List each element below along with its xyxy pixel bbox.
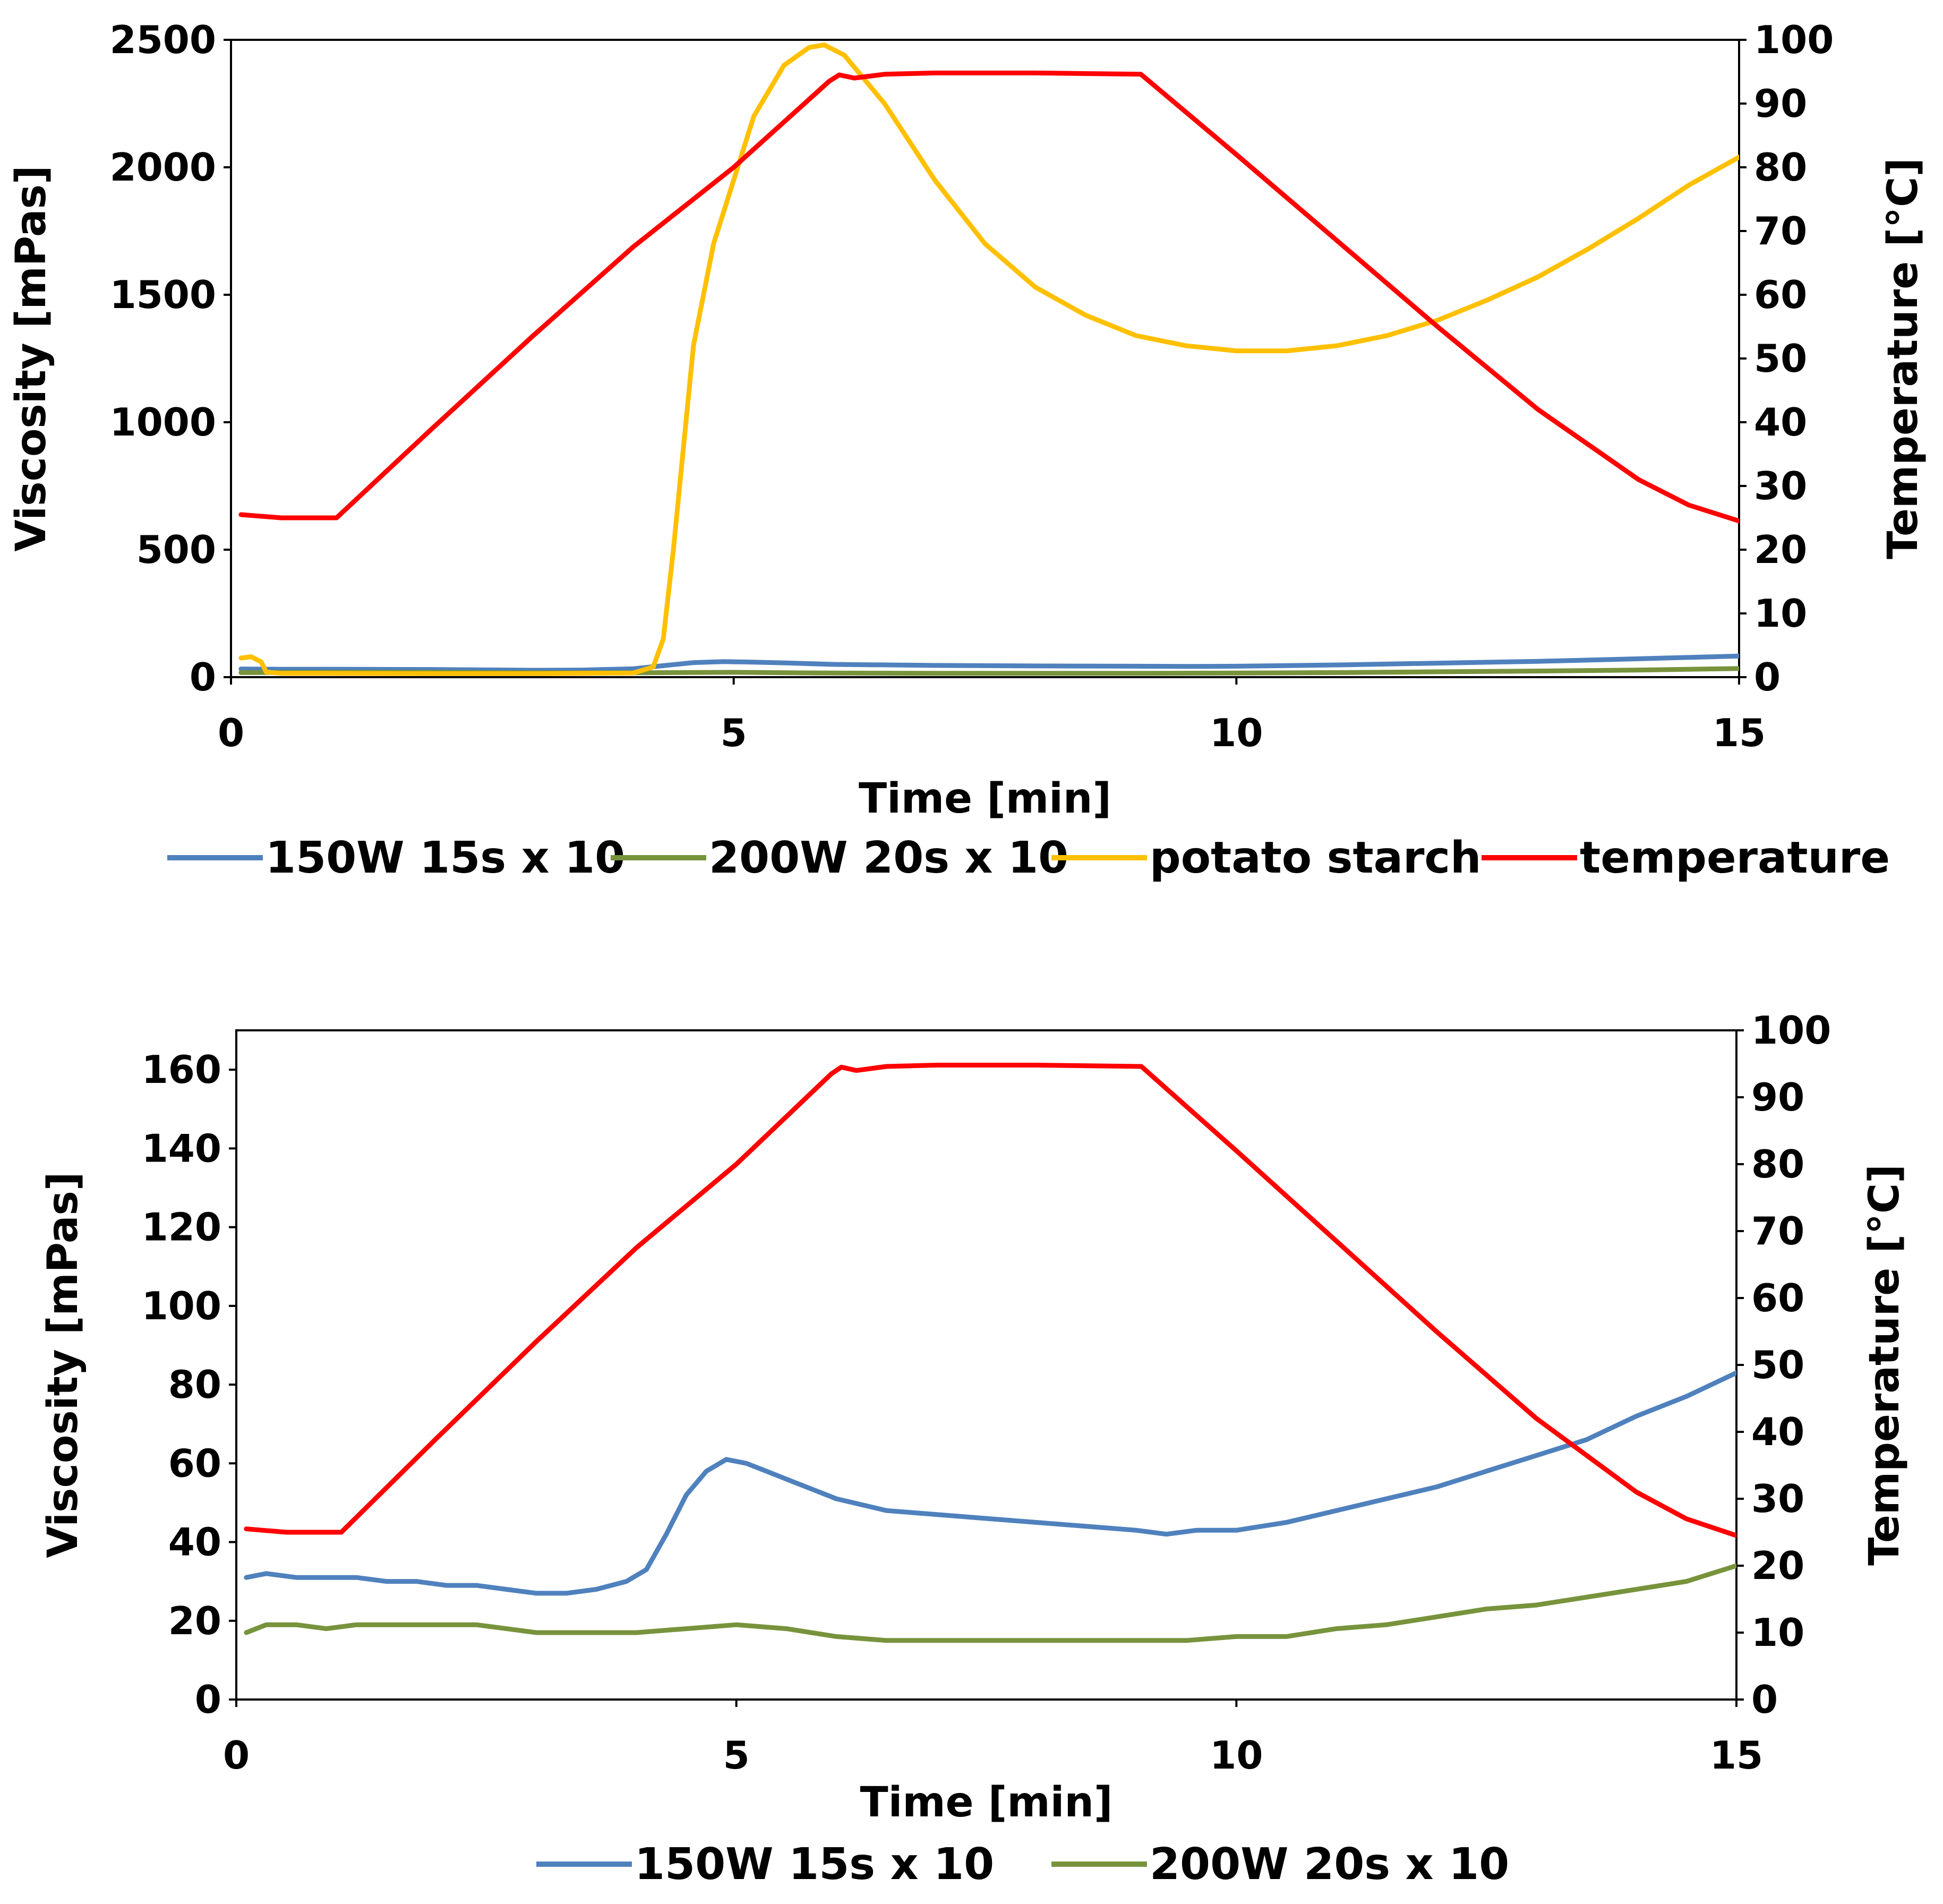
y2-tick-label: 30 — [1754, 464, 1807, 508]
series-line-200w-20s-x-10 — [244, 1563, 1736, 1643]
y2-tick-label: 40 — [1754, 400, 1807, 445]
x-tick-label: 5 — [721, 711, 747, 755]
chart-panel-top: 0 5 10 15 0 500 1000 1500 2000 2500 0 10 20 30 40 50 60 7… — [7, 18, 1927, 883]
y2-tick-label: 20 — [1754, 527, 1807, 572]
x-axis-title: Time [min] — [860, 1779, 1112, 1826]
y2-axis-title: Temperature [°C] — [1861, 1164, 1908, 1566]
y2-tick-label: 30 — [1751, 1476, 1804, 1521]
y-tick-label: 2500 — [110, 18, 216, 62]
y2-tick-label: 70 — [1754, 209, 1807, 253]
x-tick-label: 10 — [1210, 1733, 1263, 1778]
x-tick-label: 5 — [723, 1733, 750, 1778]
series-line-150w-15s-x-10 — [244, 1370, 1736, 1596]
series-group — [238, 42, 1739, 676]
plot-area-frame — [230, 39, 1740, 678]
y-tick-label: 40 — [168, 1520, 221, 1565]
y2-tick-label: 80 — [1754, 145, 1807, 190]
y2-tick-label: 60 — [1751, 1276, 1804, 1320]
y-tick-label: 60 — [168, 1441, 221, 1485]
legend-label-potato-starch: potato starch — [1150, 833, 1481, 883]
y2-tick-label: 90 — [1754, 81, 1807, 126]
legend-label-150w-15s-x-10: 150W 15s x 10 — [635, 1839, 994, 1890]
y-tick-label: 20 — [168, 1599, 221, 1643]
series-line-150w-15s-x-10 — [238, 653, 1739, 673]
x-tick-label: 15 — [1713, 711, 1766, 755]
y2-tick-label: 20 — [1751, 1543, 1804, 1588]
y2-tick-label: 80 — [1751, 1142, 1804, 1186]
x-tick-label: 0 — [223, 1733, 250, 1778]
y2-tick-label: 100 — [1754, 18, 1834, 62]
y2-tick-label: 50 — [1754, 336, 1807, 381]
x-axis-title: Time [min] — [859, 775, 1111, 823]
y-tick-label: 1000 — [110, 400, 216, 445]
y-tick-label: 140 — [142, 1126, 221, 1171]
legend-label-150w-15s-x-10: 150W 15s x 10 — [266, 833, 625, 883]
x-tick-label: 10 — [1210, 711, 1263, 755]
y2-tick-label: 50 — [1751, 1343, 1804, 1387]
legend-label-200w-20s-x-10: 200W 20s x 10 — [709, 833, 1068, 883]
y2-tick-label: 70 — [1751, 1209, 1804, 1253]
y2-tick-label: 0 — [1751, 1677, 1778, 1722]
y-tick-label: 2000 — [110, 145, 216, 190]
y-tick-label: 1500 — [110, 272, 216, 317]
legend-label-temperature: temperature — [1580, 833, 1890, 883]
chart-panel-bottom: 0 5 10 15 0 20 40 60 80 100 120 140 160 0 10 20 30 40 50 60… — [39, 1008, 1908, 1890]
legend-label-200w-20s-x-10: 200W 20s x 10 — [1150, 1839, 1509, 1890]
plot-area-frame — [235, 1029, 1737, 1701]
y-tick-label: 120 — [142, 1205, 221, 1250]
y2-tick-label: 60 — [1754, 272, 1807, 317]
y2-tick-label: 10 — [1754, 591, 1807, 636]
series-line-temperature — [244, 1063, 1736, 1538]
series-group — [244, 1063, 1736, 1643]
y-axis-title: Viscosity [mPas] — [39, 1172, 87, 1558]
y-tick-label: 100 — [142, 1284, 221, 1328]
y2-tick-label: 90 — [1751, 1075, 1804, 1120]
series-line-temperature — [238, 70, 1739, 524]
y-tick-label: 0 — [190, 655, 216, 699]
series-line-potato-starch — [238, 42, 1739, 676]
x-tick-label: 0 — [218, 711, 244, 755]
y2-tick-label: 10 — [1751, 1610, 1804, 1655]
y2-tick-label: 100 — [1751, 1008, 1831, 1053]
y-tick-label: 500 — [136, 527, 216, 572]
y-tick-label: 0 — [195, 1677, 221, 1722]
y-tick-label: 160 — [142, 1047, 221, 1092]
y2-axis-title: Temperature [°C] — [1879, 158, 1927, 559]
y2-tick-label: 0 — [1754, 655, 1781, 699]
y2-tick-label: 40 — [1751, 1410, 1804, 1454]
x-tick-label: 15 — [1710, 1733, 1763, 1778]
y-axis-title: Viscosity [mPas] — [7, 165, 55, 551]
y-tick-label: 80 — [168, 1362, 221, 1407]
